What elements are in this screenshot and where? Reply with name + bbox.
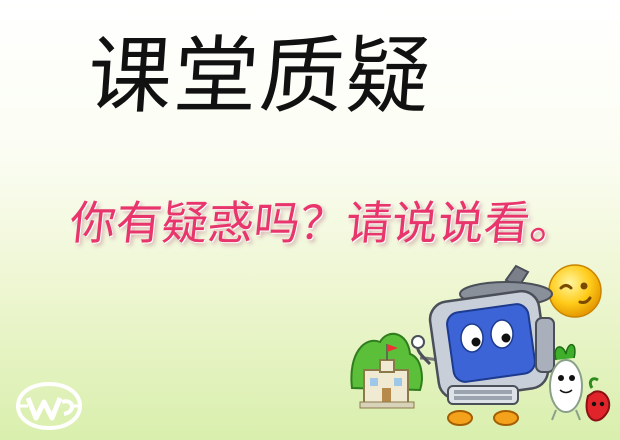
cartoon-building-icon — [350, 332, 423, 409]
cartoon-pepper-icon — [585, 377, 611, 422]
cartoon-computer-scene — [350, 264, 611, 426]
question-text: 你有疑惑吗？请说说看。 — [67, 196, 579, 250]
cartoon-radish-icon — [549, 344, 583, 421]
school-logo-icon — [15, 381, 83, 431]
winking-smiley-icon — [548, 264, 602, 318]
cartoon-computer-icon — [411, 264, 555, 426]
slide-title: 课堂质疑 — [84, 27, 436, 125]
